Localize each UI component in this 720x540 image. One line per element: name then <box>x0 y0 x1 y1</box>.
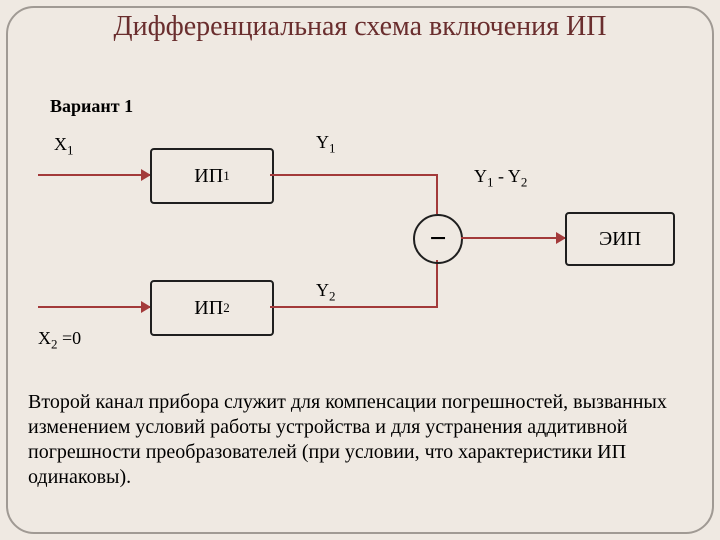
diff-label: Y1 - Y2 <box>474 166 527 191</box>
description-text: Второй канал прибора служит для компенса… <box>28 390 692 490</box>
ip1-block: ИП1 <box>150 148 274 204</box>
line-sum-to-eip <box>461 237 565 239</box>
eip-block: ЭИП <box>565 212 675 266</box>
line-ip1-y1-h <box>270 174 438 176</box>
page-title: Дифференциальная схема включения ИП <box>10 0 710 44</box>
block-diagram: X1 X2 =0 ИП1 ИП2 Y1 Y2 − Y1 - Y2 ЭИП <box>20 130 700 360</box>
ip2-block: ИП2 <box>150 280 274 336</box>
y2-label: Y2 <box>316 280 336 305</box>
y1-label: Y1 <box>316 132 336 157</box>
summing-node: − <box>413 214 463 264</box>
line-x2-to-ip2 <box>38 306 150 308</box>
line-x1-to-ip1 <box>38 174 150 176</box>
line-ip2-y2-h <box>270 306 438 308</box>
x2-label: X2 =0 <box>38 328 81 353</box>
line-ip1-y1-v <box>436 174 438 214</box>
variant-label: Вариант 1 <box>50 96 133 117</box>
line-ip2-y2-v <box>436 260 438 308</box>
x1-label: X1 <box>54 134 74 159</box>
page: Дифференциальная схема включения ИП Вари… <box>0 0 720 540</box>
